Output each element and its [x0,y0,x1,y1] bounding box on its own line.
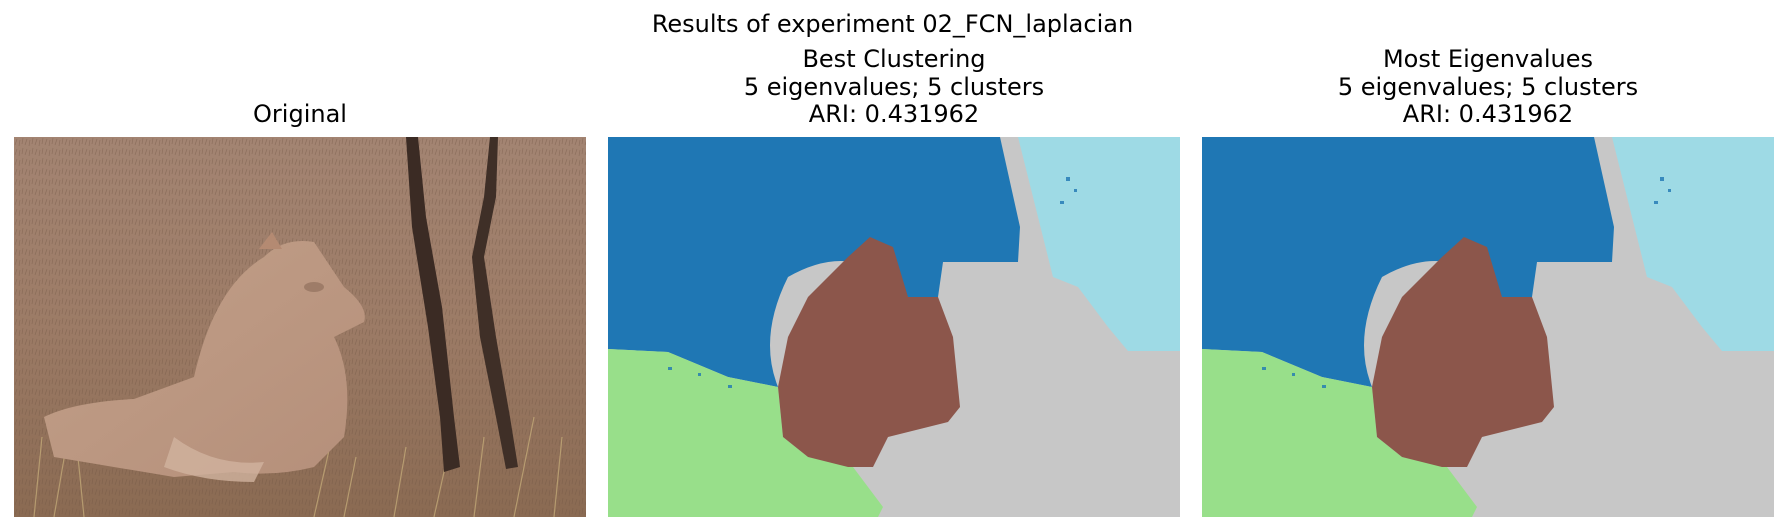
cluster-green-region [608,349,883,517]
panel-title: Best Clustering 5 eigenvalues; 5 cluster… [608,45,1180,129]
cluster-blue-region [608,137,1020,387]
cluster-lightblue-region [1018,137,1180,351]
panel-title-line-1: Most Eigenvalues [1382,45,1594,73]
panel-title-line-2: 5 eigenvalues; 5 clusters [1337,72,1639,101]
segmentation-image [1202,137,1774,517]
segmentation-map [1202,137,1774,517]
panel-title: Most Eigenvalues 5 eigenvalues; 5 cluste… [1202,45,1774,129]
cluster-green-region [1202,349,1477,517]
panel-title-line-2: 5 eigenvalues; 5 clusters [743,72,1045,101]
segmentation-image [608,137,1180,517]
panel-title-line-3: ARI: 0.431962 [808,100,980,128]
cluster-brown-region [1372,237,1554,467]
panel-title: Original [14,100,586,129]
cluster-lightblue-region [1612,137,1774,351]
panel-title-line-1: Original [253,100,347,128]
panel-title-line-1: Best Clustering [802,45,986,73]
panel-title-line-3: ARI: 0.431962 [1402,100,1574,128]
figure-suptitle: Results of experiment 02_FCN_laplacian [651,10,1134,38]
lion-photo [14,137,586,517]
original-image [14,137,586,517]
segmentation-map [608,137,1180,517]
cluster-blue-region [1202,137,1614,387]
cluster-brown-region [778,237,960,467]
